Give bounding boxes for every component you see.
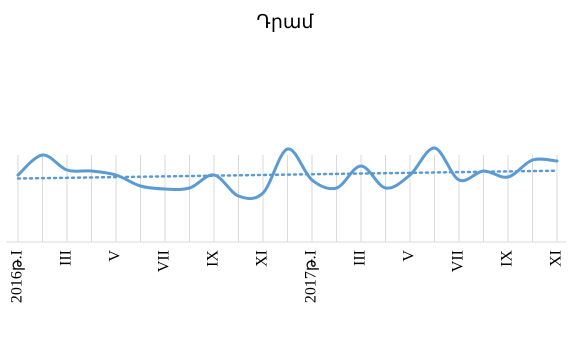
trend-line (16, 169, 559, 180)
x-tick-label: VII (156, 250, 173, 272)
x-tick-label: 2016թ.I (9, 250, 26, 303)
x-tick-label: XI (254, 250, 271, 267)
chart-title: Դրամ (257, 12, 315, 33)
data-line (16, 146, 559, 201)
x-tick-label: III (352, 250, 369, 266)
x-tick-label: V (107, 250, 124, 262)
x-tick-label: XI (548, 250, 565, 267)
x-tick-label: VII (450, 250, 467, 272)
x-tick-label: IX (499, 250, 516, 267)
x-tick-label: V (401, 250, 418, 262)
x-tick-label: IX (205, 250, 222, 267)
x-tick-label: III (58, 250, 75, 266)
x-tick-label: 2017թ.I (303, 250, 320, 303)
